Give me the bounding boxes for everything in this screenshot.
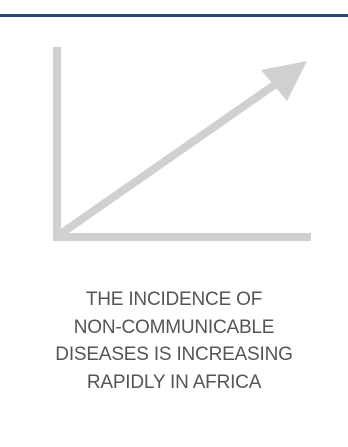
rising-trend-arrow-icon xyxy=(53,47,311,241)
caption-line: NON-COMMUNICABLE xyxy=(73,316,275,338)
top-divider xyxy=(0,14,348,17)
caption-line: DISEASES IS INCREASING xyxy=(55,344,293,365)
caption-line: THE INCIDENCE OF xyxy=(85,289,263,310)
x-axis-line xyxy=(53,233,311,241)
trend-arrow-head xyxy=(261,61,307,101)
trend-arrow-shaft xyxy=(56,77,283,239)
y-axis-line xyxy=(53,47,61,241)
caption-line: RAPIDLY IN AFRICA xyxy=(86,371,262,393)
caption-text: THE INCIDENCE OF NON-COMMUNICABLE DISEAS… xyxy=(0,286,348,396)
